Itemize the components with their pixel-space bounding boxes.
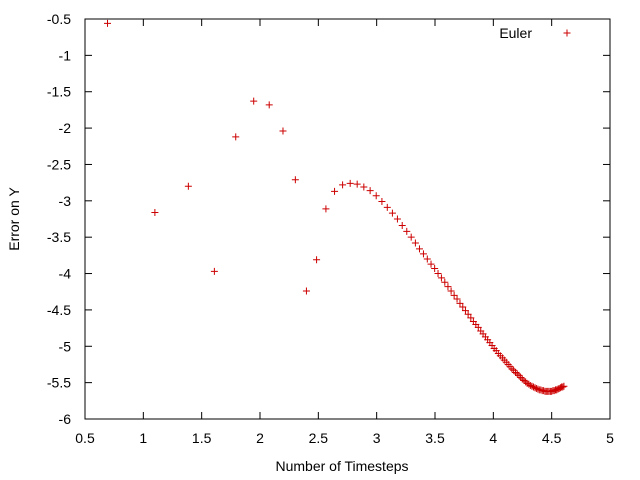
data-point (210, 267, 218, 275)
y-tick-label: -3.5 (47, 229, 71, 245)
data-point (526, 382, 534, 390)
data-point (437, 274, 445, 282)
data-point (291, 176, 299, 184)
data-point (431, 264, 439, 272)
y-tick-label: -6 (59, 411, 72, 427)
data-point (461, 307, 469, 315)
data-point (453, 295, 461, 303)
data-point (250, 97, 258, 105)
y-tick-label: -1.5 (47, 84, 71, 100)
x-tick-label: 1.5 (192, 430, 212, 446)
data-point (415, 245, 423, 253)
data-point (407, 233, 415, 241)
x-axis-ticks: 0.5 1 1.5 2 2.5 3 3.5 4 4.5 5 (75, 19, 614, 446)
data-point (279, 127, 287, 135)
y-tick-label: -5 (59, 338, 72, 354)
data-point (372, 192, 380, 200)
data-point (232, 133, 240, 141)
legend-label-euler: Euler (499, 25, 532, 41)
y-tick-label: -5.5 (47, 375, 71, 391)
data-point (520, 376, 528, 384)
data-point (518, 375, 526, 383)
data-point (398, 222, 406, 230)
y-axis-label: Error on Y (6, 187, 22, 251)
data-point (444, 283, 452, 291)
x-tick-label: 2 (256, 430, 264, 446)
data-point (378, 198, 386, 206)
y-tick-label: -0.5 (47, 11, 71, 27)
data-point (513, 370, 521, 378)
data-point (313, 256, 321, 264)
x-tick-label: 0.5 (75, 430, 95, 446)
data-point (447, 287, 455, 295)
x-tick-label: 1 (139, 430, 147, 446)
legend: Euler (499, 25, 571, 41)
data-point (450, 291, 458, 299)
data-point (560, 382, 568, 390)
y-tick-label: -4 (59, 266, 72, 282)
data-point (360, 183, 368, 191)
data-point (265, 101, 273, 109)
data-point (411, 239, 419, 247)
data-point (517, 374, 525, 382)
data-point (529, 383, 537, 391)
data-point (151, 208, 159, 216)
y-tick-label: -4.5 (47, 302, 71, 318)
x-tick-label: 3 (373, 430, 381, 446)
data-point (353, 180, 361, 188)
y-tick-label: -3 (59, 193, 72, 209)
data-point (184, 182, 192, 190)
y-tick-label: -2.5 (47, 156, 71, 172)
data-point (388, 209, 396, 217)
data-point (104, 19, 112, 27)
legend-marker-plus (563, 29, 571, 37)
data-point (512, 368, 519, 376)
data-point (331, 187, 339, 195)
data-point (456, 299, 464, 307)
data-point (427, 260, 435, 268)
data-points (104, 19, 568, 395)
data-point (419, 250, 427, 258)
y-axis-ticks: -6 -5.5 -5 -4.5 -4 -3.5 -3 -2.5 -2 -1.5 -1 -0.5 (47, 11, 610, 427)
data-point (423, 255, 431, 263)
data-point (559, 383, 567, 391)
data-point (346, 179, 354, 187)
data-point (508, 365, 516, 373)
x-tick-label: 4 (489, 430, 497, 446)
data-point (531, 384, 539, 392)
data-point (532, 384, 540, 392)
data-point (528, 382, 536, 390)
data-point (464, 310, 472, 318)
data-point (403, 227, 411, 235)
data-point (534, 385, 542, 393)
plot-frame (84, 18, 611, 420)
data-point (434, 270, 442, 278)
data-point (366, 187, 374, 195)
data-point (459, 303, 467, 311)
data-point (467, 314, 475, 322)
x-tick-label: 2.5 (309, 430, 329, 446)
y-tick-label: -2 (59, 120, 72, 136)
data-point (322, 205, 330, 213)
x-tick-label: 5 (606, 430, 614, 446)
x-axis-label: Number of Timesteps (275, 458, 408, 474)
data-point (302, 287, 310, 295)
data-point (383, 203, 391, 211)
x-tick-label: 3.5 (425, 430, 445, 446)
x-tick-label: 4.5 (542, 430, 562, 446)
y-tick-label: -1 (59, 47, 72, 63)
data-point (474, 323, 482, 331)
data-point (441, 278, 449, 286)
data-point (393, 215, 401, 223)
legend-marker (563, 29, 571, 37)
data-point (339, 181, 347, 189)
